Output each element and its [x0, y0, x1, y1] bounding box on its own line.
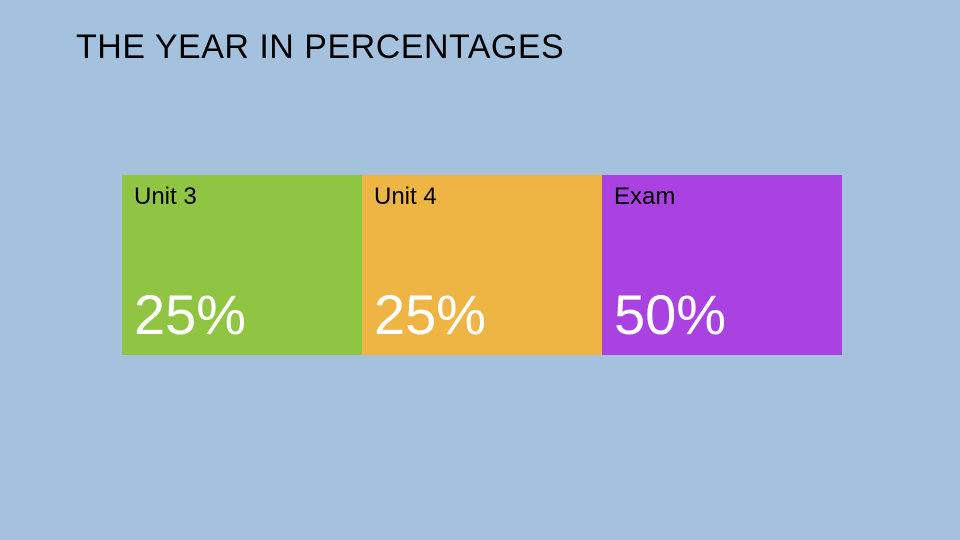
segment-unit-4: Unit 4 25%: [362, 175, 602, 355]
segment-value: 25%: [134, 287, 350, 343]
segment-unit-3: Unit 3 25%: [122, 175, 362, 355]
page-title: THE YEAR IN PERCENTAGES: [76, 28, 564, 67]
segment-label: Unit 4: [374, 183, 590, 211]
segment-value: 25%: [374, 287, 590, 343]
segment-label: Unit 3: [134, 183, 350, 211]
segment-label: Exam: [614, 183, 830, 211]
segment-exam: Exam 50%: [602, 175, 842, 355]
segment-value: 50%: [614, 287, 830, 343]
percentage-chart: Unit 3 25% Unit 4 25% Exam 50%: [122, 175, 842, 355]
